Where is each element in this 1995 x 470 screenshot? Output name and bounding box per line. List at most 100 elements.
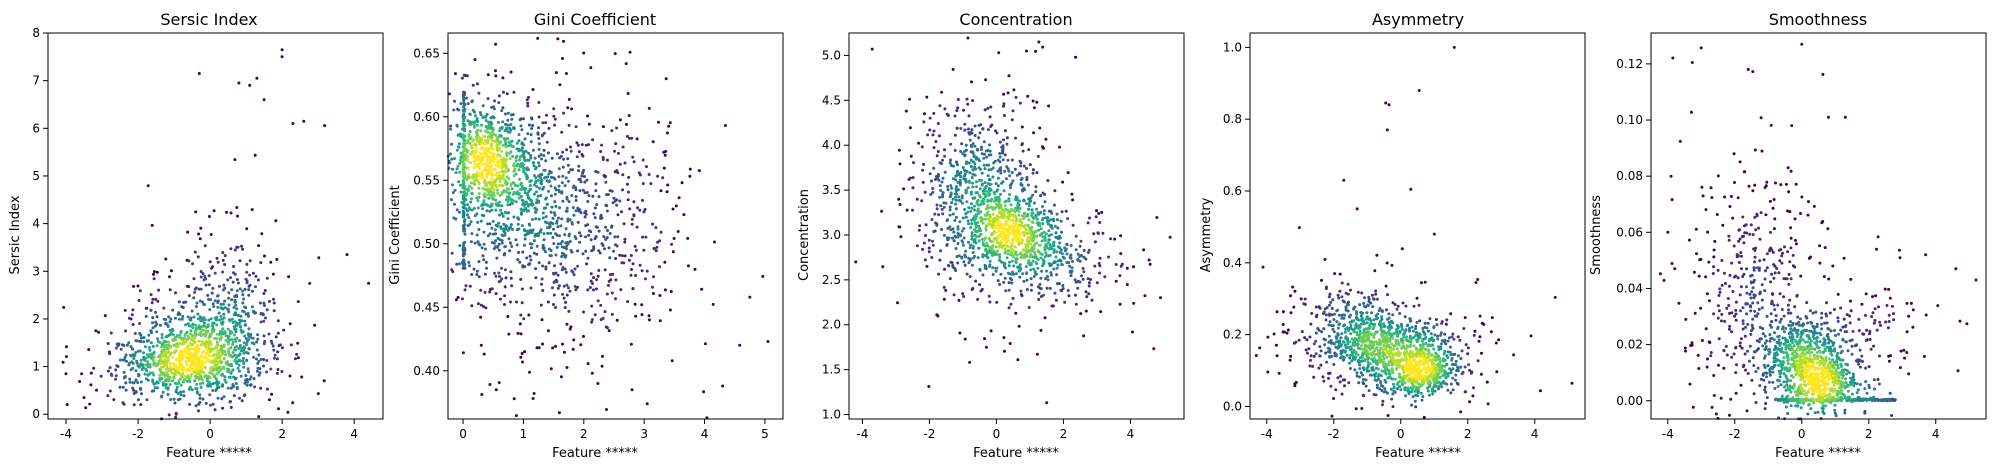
scatter-point: [492, 241, 496, 245]
scatter-point: [1010, 171, 1014, 174]
scatter-point: [559, 262, 563, 266]
scatter-point: [957, 254, 961, 258]
scatter-point: [150, 223, 154, 227]
scatter-point: [603, 175, 607, 179]
scatter-point: [897, 197, 901, 201]
scatter-point: [1472, 386, 1475, 390]
x-tick-label: -2: [923, 427, 935, 441]
scatter-point: [169, 269, 173, 273]
scatter-point: [1074, 248, 1078, 252]
scatter-point: [607, 279, 611, 283]
scatter-point: [1047, 234, 1051, 238]
scatter-point: [1381, 399, 1385, 403]
scatter-point: [233, 346, 237, 349]
scatter-point: [1069, 269, 1072, 273]
scatter-point: [485, 158, 489, 162]
scatter-point: [561, 292, 564, 296]
scatter-point: [243, 323, 247, 327]
scatter-point: [1024, 243, 1028, 247]
y-tick-label: 0.40: [413, 364, 440, 378]
scatter-point: [640, 313, 644, 317]
x-tick-label: 4: [1127, 427, 1135, 441]
scatter-point: [1417, 89, 1421, 92]
scatter-point: [226, 308, 230, 311]
scatter-point: [257, 244, 261, 248]
scatter-point: [486, 168, 490, 172]
scatter-point: [969, 257, 973, 261]
scatter-point: [1082, 255, 1086, 259]
scatter-point: [214, 318, 218, 322]
scatter-point: [980, 183, 984, 187]
scatter-point: [537, 142, 541, 146]
scatter-point: [231, 280, 235, 284]
scatter-point: [586, 362, 590, 366]
scatter-point: [108, 389, 112, 393]
scatter-point: [479, 288, 483, 292]
scatter-point: [578, 240, 582, 244]
scatter-point: [966, 102, 970, 106]
scatter-point: [218, 318, 221, 322]
y-tick-label: 0.65: [413, 46, 440, 60]
scatter-point: [240, 399, 244, 403]
scatter-point: [233, 358, 237, 362]
scatter-point: [502, 229, 506, 233]
scatter-point: [1409, 187, 1413, 191]
scatter-point: [469, 200, 473, 204]
scatter-point: [562, 111, 566, 115]
scatter-point: [557, 188, 561, 192]
scatter-point: [178, 352, 181, 356]
scatter-point: [172, 333, 175, 337]
scatter-point: [560, 268, 564, 272]
scatter-point: [1044, 254, 1048, 257]
scatter-point: [599, 216, 603, 220]
scatter-point: [977, 123, 981, 127]
scatter-point: [1385, 128, 1389, 132]
scatter-point: [922, 241, 926, 245]
x-tick-label: 3: [640, 427, 648, 441]
scatter-point: [1074, 302, 1078, 306]
scatter-point: [534, 181, 538, 185]
scatter-point: [1019, 289, 1023, 293]
scatter-point: [483, 142, 487, 146]
scatter-point: [287, 275, 291, 279]
scatter-point: [984, 236, 987, 240]
scatter-point: [1061, 287, 1065, 290]
scatter-point: [992, 200, 996, 204]
scatter-point: [554, 344, 557, 348]
scatter-point: [477, 260, 481, 264]
scatter-point: [576, 220, 580, 224]
scatter-point: [535, 201, 538, 205]
scatter-point: [552, 114, 556, 118]
scatter-point: [207, 318, 211, 322]
scatter-point: [194, 323, 198, 327]
scatter-point: [527, 209, 531, 213]
scatter-point: [541, 121, 545, 125]
scatter-point: [902, 187, 906, 191]
scatter-point: [643, 208, 647, 211]
scatter-point: [565, 283, 569, 287]
scatter-point: [519, 277, 523, 281]
scatter-point: [956, 235, 960, 239]
scatter-point: [188, 380, 192, 383]
scatter-point: [621, 173, 625, 177]
scatter-point: [194, 350, 198, 354]
scatter-point: [949, 191, 953, 195]
scatter-point: [1277, 371, 1281, 375]
scatter-point: [540, 277, 544, 281]
scatter-point: [262, 358, 266, 361]
scatter-point: [256, 337, 260, 341]
scatter-point: [507, 237, 511, 241]
scatter-point: [1014, 250, 1018, 254]
scatter-point: [499, 135, 502, 138]
scatter-point: [529, 246, 533, 250]
scatter-point: [503, 303, 506, 306]
scatter-point: [911, 186, 915, 190]
scatter-point: [563, 233, 567, 237]
scatter-point: [564, 241, 568, 245]
scatter-point: [528, 254, 532, 258]
scatter-point: [235, 245, 239, 249]
scatter-point: [964, 215, 968, 219]
scatter-point: [978, 283, 982, 287]
scatter-point: [1025, 271, 1029, 275]
